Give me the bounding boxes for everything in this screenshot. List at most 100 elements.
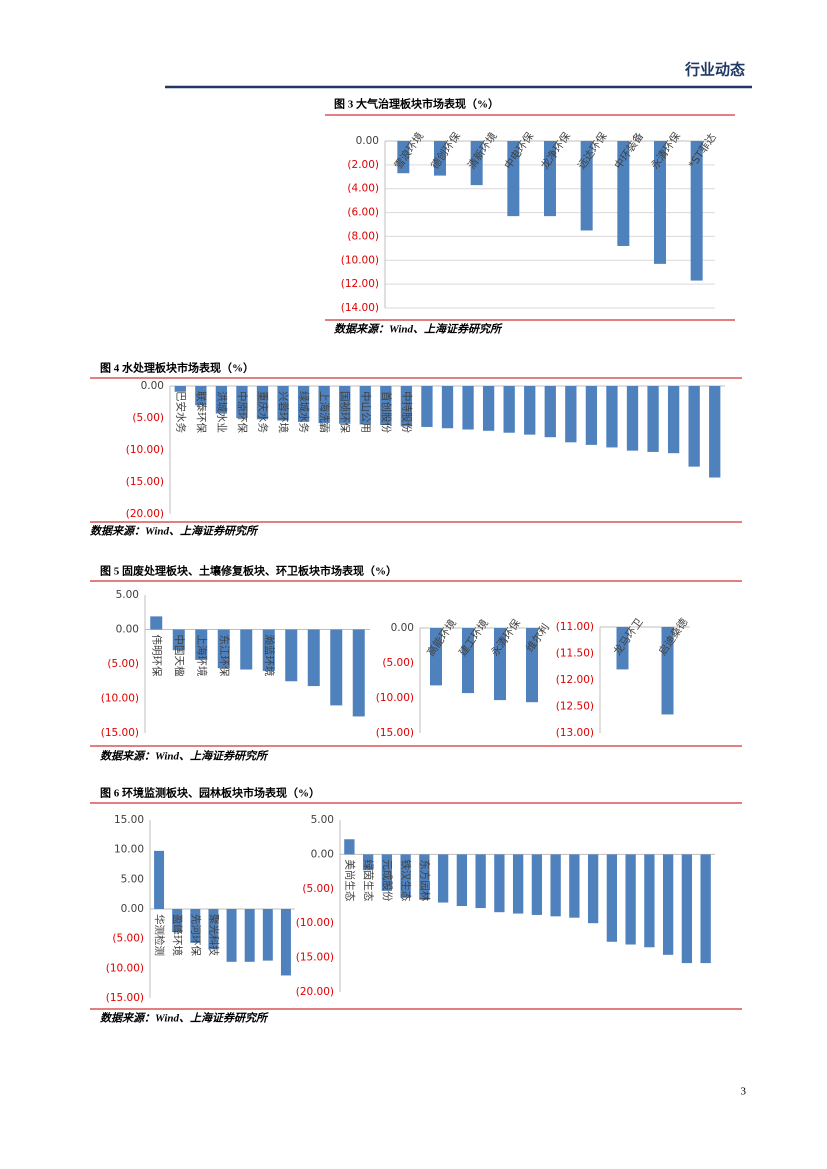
bar — [654, 141, 666, 264]
figure-source: 数据来源：Wind、上海证券研究所 — [90, 525, 259, 538]
bar — [262, 909, 273, 961]
bar — [644, 854, 655, 948]
figure-title: 图 4 水处理板块市场表现（%） — [100, 361, 254, 375]
y-tick-label: (15.00) — [376, 727, 414, 739]
figure-source: 数据来源：Wind、上海证券研究所 — [334, 323, 503, 336]
y-tick-label: (10.00) — [101, 693, 139, 705]
y-tick-label: (10.00) — [106, 962, 144, 974]
bar — [380, 386, 392, 426]
y-tick-label: 5.00 — [311, 814, 334, 826]
bar — [362, 854, 374, 871]
bar — [172, 629, 185, 651]
y-tick-label: 15.00 — [114, 814, 144, 826]
bar — [244, 909, 255, 962]
bar — [544, 386, 556, 438]
bar — [215, 386, 228, 414]
bar — [494, 628, 506, 701]
bar — [195, 386, 207, 406]
bar — [625, 854, 636, 945]
y-tick-label: 0.00 — [391, 622, 414, 634]
y-tick-label: 0.00 — [141, 380, 164, 392]
bar — [690, 141, 703, 281]
bar — [709, 386, 721, 478]
y-tick-label: (12.00) — [556, 674, 594, 686]
bar — [616, 627, 629, 670]
x-tick-label: 聚光科技 — [207, 914, 220, 956]
y-tick-label: (5.00) — [382, 657, 414, 669]
bar — [330, 629, 343, 706]
header-title: 行业动态 — [684, 61, 745, 79]
bar — [585, 386, 598, 445]
figure-source: 数据来源：Wind、上海证券研究所 — [100, 750, 269, 763]
bar — [550, 854, 561, 917]
x-tick-label: 洪城水业 — [215, 391, 227, 433]
bar — [482, 386, 495, 431]
bar — [307, 629, 320, 687]
x-tick-label: 绿茵生态 — [362, 859, 375, 901]
bar — [700, 854, 711, 964]
bar — [437, 854, 449, 903]
y-tick-label: (6.00) — [347, 207, 379, 219]
bar — [580, 141, 593, 231]
bar — [494, 854, 505, 913]
bar — [512, 854, 524, 914]
x-tick-label: 中山公用 — [359, 391, 372, 433]
y-tick-label: 0.00 — [116, 624, 139, 636]
x-tick-label: 华测检测 — [153, 914, 166, 956]
x-tick-label: 盈峰环境 — [171, 914, 184, 956]
y-tick-label: (2.00) — [347, 159, 379, 171]
y-tick-label: 0.00 — [356, 135, 379, 147]
y-tick-label: (12.00) — [341, 278, 379, 290]
x-tick-label: 东方园林 — [418, 859, 431, 901]
bar — [236, 386, 248, 418]
bar — [606, 386, 618, 448]
bar — [297, 386, 310, 422]
bar — [344, 839, 355, 855]
bar — [318, 386, 330, 424]
y-tick-label: (12.50) — [556, 701, 594, 713]
x-tick-label: 中国天楹 — [173, 635, 186, 677]
y-tick-label: (8.00) — [347, 230, 379, 242]
x-tick-label: 瀚蓝环境 — [263, 635, 276, 677]
bar — [587, 854, 599, 924]
bar — [647, 386, 659, 452]
bar — [475, 854, 486, 909]
bar — [190, 909, 201, 943]
bar — [150, 616, 163, 630]
x-tick-label: 联泰环保 — [195, 391, 208, 433]
x-tick-label: 上海环境 — [195, 635, 208, 677]
bar — [503, 386, 515, 433]
bar — [195, 629, 208, 660]
bar — [285, 629, 298, 682]
bar — [462, 386, 474, 430]
y-tick-label: (11.00) — [556, 621, 594, 633]
y-tick-label: (15.00) — [106, 992, 144, 1004]
y-tick-label: 0.00 — [311, 848, 334, 860]
bar — [569, 854, 580, 918]
bar — [352, 629, 365, 717]
bar — [381, 854, 393, 891]
bar — [531, 854, 543, 915]
bar — [339, 386, 351, 424]
bar — [277, 386, 289, 421]
y-tick-label: (15.00) — [101, 727, 139, 739]
bar — [434, 141, 446, 176]
y-tick-label: (4.00) — [347, 183, 379, 195]
bar — [172, 909, 183, 933]
figure-title: 图 6 环境监测板块、园林板块市场表现（%） — [100, 786, 320, 800]
x-tick-label: 东江环保 — [218, 635, 231, 677]
bar — [174, 386, 186, 392]
x-tick-label: 元成股份 — [381, 859, 393, 901]
bar — [688, 386, 700, 467]
bar — [626, 386, 639, 451]
y-tick-label: 10.00 — [114, 844, 144, 856]
bar — [397, 141, 410, 174]
x-tick-label: 上海洗霸 — [318, 391, 331, 433]
y-tick-label: (13.00) — [556, 727, 594, 739]
y-tick-label: (20.00) — [126, 508, 164, 520]
bar — [208, 909, 219, 950]
y-tick-label: (5.00) — [112, 933, 144, 945]
x-tick-label: 重庆水务 — [257, 391, 270, 433]
bar — [430, 628, 442, 686]
